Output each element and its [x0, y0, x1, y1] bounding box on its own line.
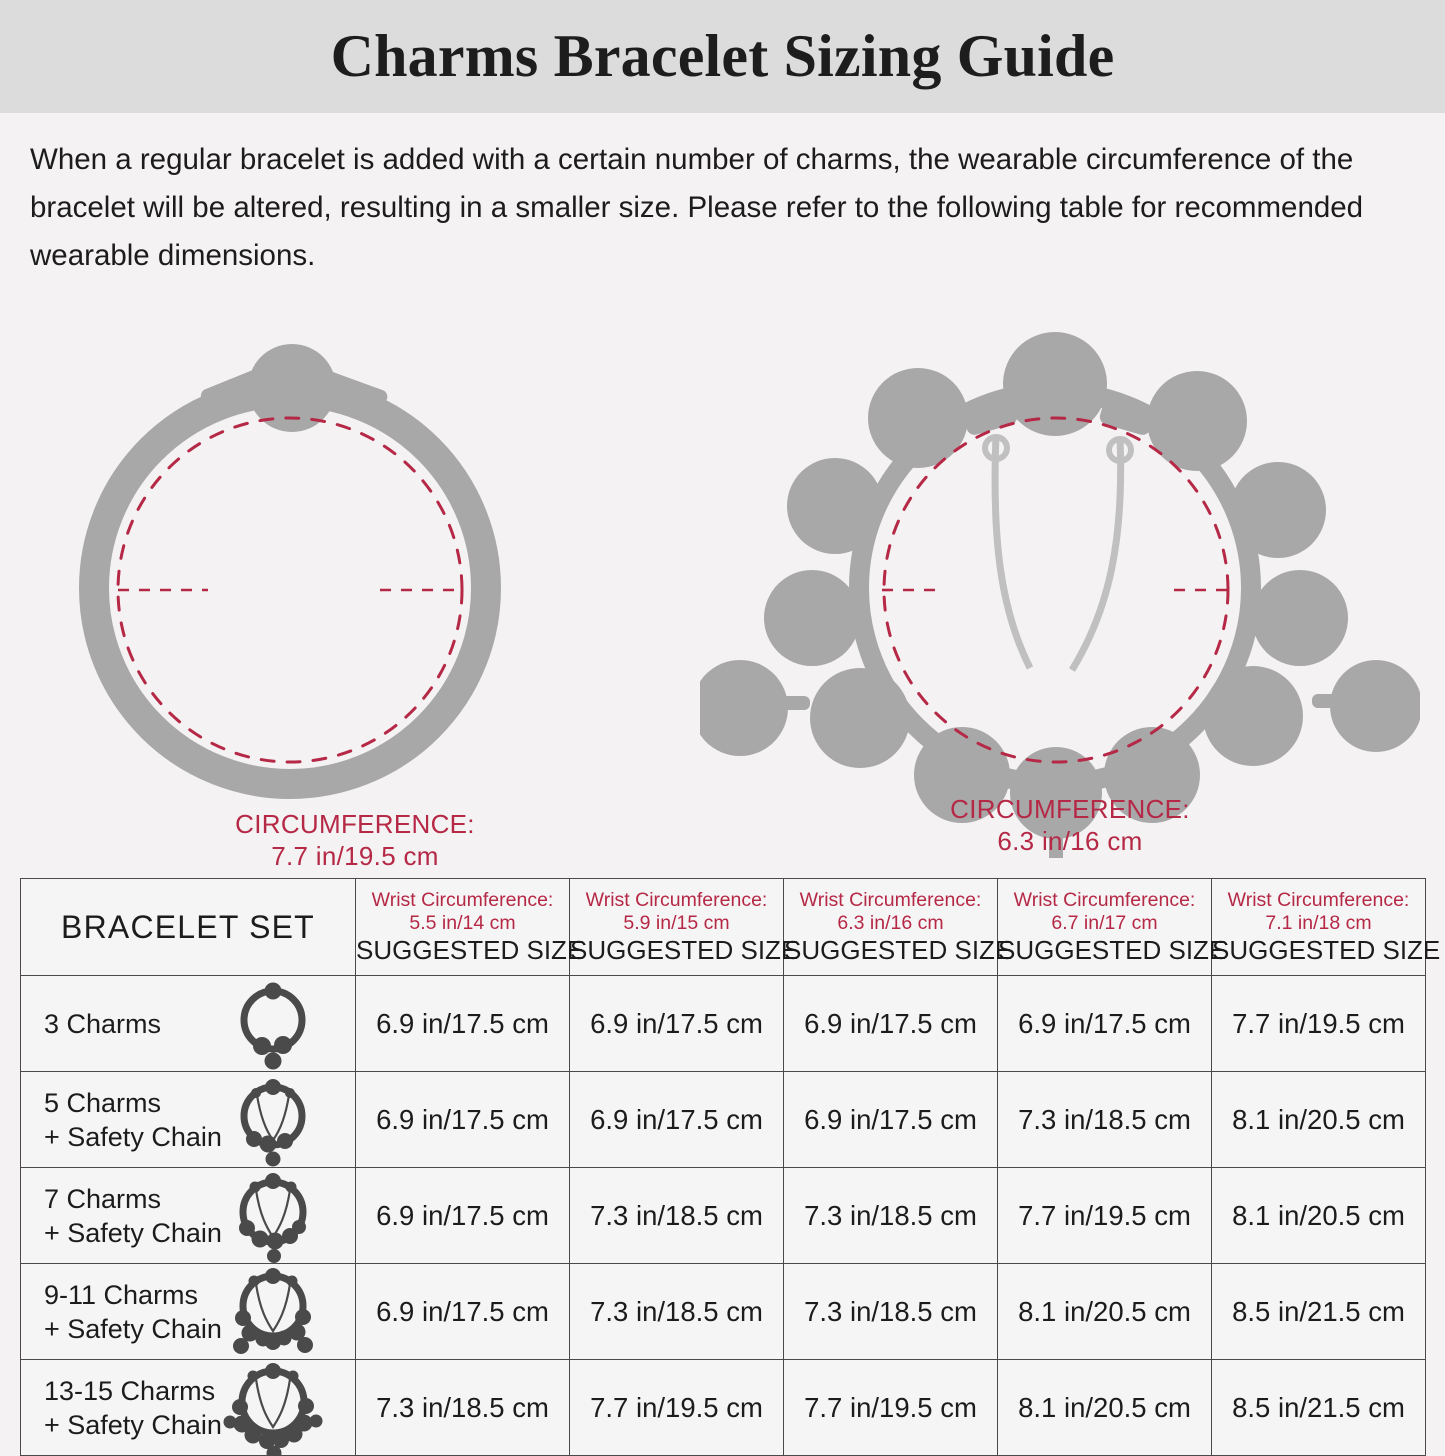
title-band: Charms Bracelet Sizing Guide	[0, 0, 1445, 113]
row-set-cell: 7 Charms + Safety Chain	[20, 1167, 356, 1264]
table-row: 5 Charms + Safety Chain	[20, 1071, 1426, 1168]
row-label-line1: 9-11 Charms	[44, 1279, 199, 1310]
size-cell: 7.3 in/18.5 cm	[355, 1359, 570, 1456]
suggested-size-label: SUGGESTED SIZE	[1212, 934, 1441, 965]
measure-label-line2: 6.3 in/16 cm	[997, 826, 1143, 856]
row-label-line1: 3 Charms	[44, 1008, 162, 1039]
row-label: 5 Charms + Safety Chain	[21, 1086, 222, 1154]
header-col-5: Wrist Circumference: 7.1 in/18 cm SUGGEST…	[1211, 878, 1441, 976]
charm-bracelet-measure-label: CIRCUMFERENCE: 6.3 in/16 cm	[905, 793, 1235, 857]
plain-bracelet-band	[79, 344, 501, 799]
row-label: 13-15 Charms + Safety Chain	[21, 1374, 222, 1442]
charm-bracelet-beads	[700, 332, 1420, 858]
row-set-cell: 5 Charms + Safety Chain	[20, 1071, 356, 1168]
size-cell: 6.9 in/17.5 cm	[355, 1263, 570, 1360]
wrist-value: 5.9 in/15 cm	[623, 911, 730, 934]
size-cell: 7.7 in/19.5 cm	[569, 1359, 784, 1456]
row-set-cell: 9-11 Charms + Safety Chain	[20, 1263, 356, 1360]
size-cell: 8.1 in/20.5 cm	[1211, 1167, 1426, 1264]
size-cell: 7.3 in/18.5 cm	[569, 1167, 784, 1264]
wrist-prefix: Wrist Circumference:	[799, 888, 982, 911]
size-cell: 8.5 in/21.5 cm	[1211, 1263, 1426, 1360]
wrist-value: 6.7 in/17 cm	[1051, 911, 1158, 934]
row-label-line2: + Safety Chain	[44, 1409, 222, 1440]
size-cell: 6.9 in/17.5 cm	[569, 1071, 784, 1168]
size-cell: 8.1 in/20.5 cm	[1211, 1071, 1426, 1168]
charm-bracelet-measure-ellipse	[882, 416, 1230, 764]
page-title: Charms Bracelet Sizing Guide	[330, 23, 1115, 89]
table-row: 7 Charms + Safety Chain	[20, 1167, 1426, 1264]
wrist-prefix: Wrist Circumference:	[1013, 888, 1196, 911]
plain-bracelet-diagram	[40, 288, 680, 858]
wrist-value: 5.5 in/14 cm	[409, 911, 516, 934]
header-col-1: Wrist Circumference: 5.5 in/14 cm SUGGEST…	[355, 878, 585, 976]
row-label-line1: 13-15 Charms	[44, 1375, 216, 1406]
table-row: 3 Charms	[20, 975, 1426, 1072]
measure-label-line1: CIRCUMFERENCE:	[950, 794, 1190, 824]
row-label-line2: + Safety Chain	[44, 1121, 222, 1152]
wrist-prefix: Wrist Circumference:	[1227, 888, 1410, 911]
size-cell: 6.9 in/17.5 cm	[569, 975, 784, 1072]
size-cell: 6.9 in/17.5 cm	[355, 1071, 570, 1168]
row-set-cell: 13-15 Charms + Safety Chain	[20, 1359, 356, 1456]
row-label-line1: 7 Charms	[44, 1183, 162, 1214]
table-row: 9-11 Charms + Safety Chain	[20, 1263, 1426, 1360]
row-set-cell: 3 Charms	[20, 975, 356, 1072]
row-label-line2: + Safety Chain	[44, 1313, 222, 1344]
charm-bracelet-safety-chain	[982, 434, 1134, 672]
bracelet-5-charms-icon	[217, 1074, 329, 1166]
wrist-prefix: Wrist Circumference:	[585, 888, 768, 911]
size-cell: 6.9 in/17.5 cm	[355, 1167, 570, 1264]
plain-bracelet-measure-label: CIRCUMFERENCE: 7.7 in/19.5 cm	[165, 808, 545, 872]
size-cell: 6.9 in/17.5 cm	[997, 975, 1212, 1072]
size-cell: 6.9 in/17.5 cm	[783, 975, 998, 1072]
row-label: 9-11 Charms + Safety Chain	[21, 1278, 222, 1346]
measure-label-line2: 7.7 in/19.5 cm	[271, 841, 439, 871]
size-cell: 7.3 in/18.5 cm	[569, 1263, 784, 1360]
size-cell: 7.7 in/19.5 cm	[1211, 975, 1426, 1072]
size-cell: 8.5 in/21.5 cm	[1211, 1359, 1426, 1456]
wrist-value: 7.1 in/18 cm	[1265, 911, 1372, 934]
bracelet-13-15-charms-icon	[217, 1362, 329, 1456]
header-col-2: Wrist Circumference: 5.9 in/15 cm SUGGEST…	[569, 878, 799, 976]
bracelet-7-charms-icon	[217, 1170, 329, 1263]
header-col-3: Wrist Circumference: 6.3 in/16 cm SUGGEST…	[783, 878, 1013, 976]
size-cell: 7.7 in/19.5 cm	[783, 1359, 998, 1456]
size-cell: 7.3 in/18.5 cm	[997, 1071, 1212, 1168]
charm-bracelet-diagram	[700, 288, 1420, 858]
wrist-value: 6.3 in/16 cm	[837, 911, 944, 934]
row-label: 7 Charms + Safety Chain	[21, 1182, 222, 1250]
suggested-size-label: SUGGESTED SIZE	[356, 934, 585, 965]
wrist-prefix: Wrist Circumference:	[371, 888, 554, 911]
bracelet-3-charms-icon	[217, 978, 329, 1070]
table-body: 3 Charms	[20, 975, 1426, 1456]
diagram-row: CIRCUMFERENCE: 7.7 in/19.5 cm CIRCUMFERE…	[0, 288, 1445, 871]
row-label-line1: 5 Charms	[44, 1087, 162, 1118]
size-cell: 7.3 in/18.5 cm	[783, 1263, 998, 1360]
header-col-4: Wrist Circumference: 6.7 in/17 cm SUGGEST…	[997, 878, 1227, 976]
row-label-line2: + Safety Chain	[44, 1217, 222, 1248]
intro-paragraph: When a regular bracelet is added with a …	[30, 143, 1364, 272]
size-cell: 8.1 in/20.5 cm	[997, 1263, 1212, 1360]
measure-label-line1: CIRCUMFERENCE:	[235, 809, 475, 839]
suggested-size-label: SUGGESTED SIZE	[998, 934, 1227, 965]
row-label: 3 Charms	[21, 1007, 217, 1041]
header-bracelet-set: BRACELET SET	[20, 878, 356, 976]
size-cell: 6.9 in/17.5 cm	[783, 1071, 998, 1168]
suggested-size-label: SUGGESTED SIZE	[784, 934, 1013, 965]
bracelet-9-11-charms-icon	[217, 1266, 329, 1358]
size-cell: 7.3 in/18.5 cm	[783, 1167, 998, 1264]
size-cell: 8.1 in/20.5 cm	[997, 1359, 1212, 1456]
plain-bracelet-measure-ellipse	[116, 416, 464, 764]
size-cell: 7.7 in/19.5 cm	[997, 1167, 1212, 1264]
suggested-size-label: SUGGESTED SIZE	[570, 934, 799, 965]
table-header-row: BRACELET SET Wrist Circumference: 5.5 in/…	[20, 878, 1441, 976]
table-row: 13-15 Charms + Safety Chain	[20, 1359, 1426, 1456]
sizing-table: BRACELET SET Wrist Circumference: 5.5 in/…	[20, 878, 1441, 1456]
size-cell: 6.9 in/17.5 cm	[355, 975, 570, 1072]
